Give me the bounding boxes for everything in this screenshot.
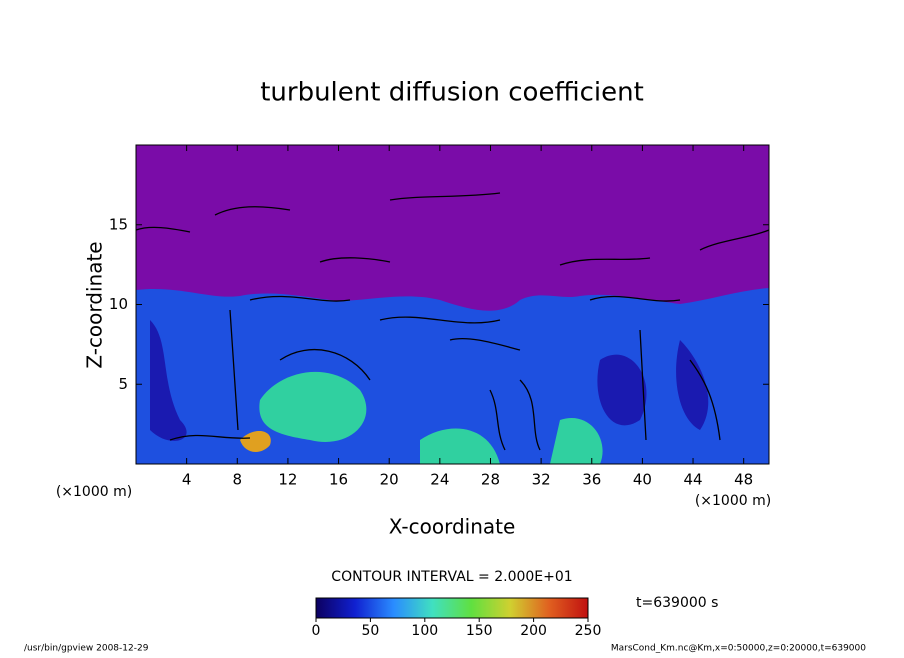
field-high-zone <box>240 430 271 452</box>
colorbar-tick-label: 150 <box>466 623 493 639</box>
colorbar <box>315 597 589 619</box>
contour-field <box>136 145 769 464</box>
x-unit-label: (×1000 m) <box>695 493 771 509</box>
time-label: t=639000 s <box>636 595 718 611</box>
footer-left: /usr/bin/gpview 2008-12-29 <box>24 644 149 654</box>
x-tick-label: 32 <box>532 471 551 489</box>
colorbar-tick-label: 250 <box>575 623 602 639</box>
y-tick-label: 5 <box>118 375 128 393</box>
chart-title: turbulent diffusion coefficient <box>260 78 644 108</box>
y-tick-label: 15 <box>109 215 128 233</box>
colorbar-tick-label: 100 <box>411 623 438 639</box>
x-tick-label: 40 <box>633 471 652 489</box>
x-tick-label: 44 <box>683 471 702 489</box>
x-tick-label: 24 <box>430 471 449 489</box>
colorbar-tick-label: 200 <box>520 623 547 639</box>
x-tick-label: 4 <box>182 471 192 489</box>
colorbar-tick-label: 0 <box>312 623 321 639</box>
x-tick-label: 16 <box>329 471 348 489</box>
x-tick-label: 48 <box>734 471 753 489</box>
y-unit-label: (×1000 m) <box>56 484 132 500</box>
x-axis-label: X-coordinate <box>389 515 516 539</box>
contour-lines <box>136 192 769 451</box>
contour-interval: CONTOUR INTERVAL = 2.000E+01 <box>331 569 572 585</box>
x-tick-label: 8 <box>233 471 243 489</box>
x-tick-label: 36 <box>582 471 601 489</box>
field-mid-zone <box>259 371 603 464</box>
footer-right: MarsCond_Km.nc@Km,x=0:50000,z=0:20000,t=… <box>611 644 866 654</box>
y-tick-label: 10 <box>109 295 128 313</box>
x-tick-label: 28 <box>481 471 500 489</box>
colorbar-tick-label: 50 <box>361 623 379 639</box>
x-tick-label: 12 <box>278 471 297 489</box>
x-tick-label: 20 <box>380 471 399 489</box>
y-axis-label: Z-coordinate <box>83 241 107 368</box>
